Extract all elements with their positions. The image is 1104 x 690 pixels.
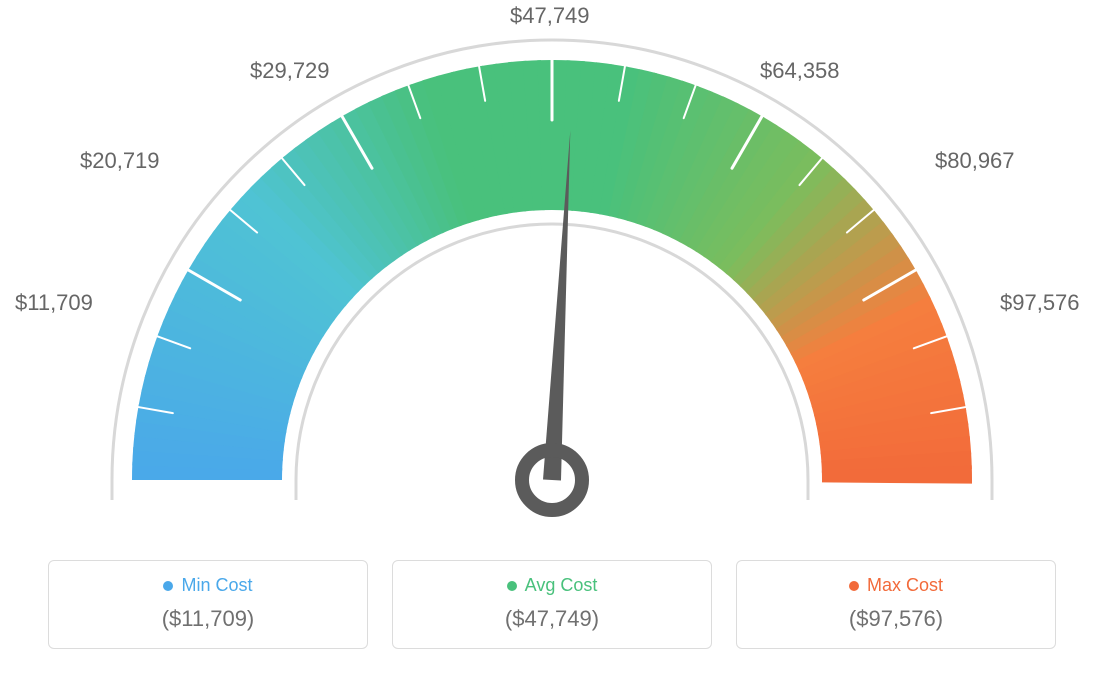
gauge-tick-label: $97,576 bbox=[1000, 290, 1080, 316]
card-title-row: Avg Cost bbox=[403, 575, 701, 596]
gauge-tick-label: $47,749 bbox=[510, 3, 590, 29]
gauge-svg bbox=[0, 0, 1104, 540]
summary-card: Min Cost ($11,709) bbox=[48, 560, 368, 649]
legend-dot-icon bbox=[163, 581, 173, 591]
gauge-tick-label: $20,719 bbox=[80, 148, 160, 174]
summary-row: Min Cost ($11,709) Avg Cost ($47,749) Max Co… bbox=[0, 560, 1104, 649]
gauge-chart: $11,709 $20,719 $29,729 $47,749 $64,358 $80,9… bbox=[0, 0, 1104, 540]
card-title: Min Cost bbox=[181, 575, 252, 596]
gauge-tick-label: $11,709 bbox=[15, 290, 93, 316]
summary-card: Max Cost ($97,576) bbox=[736, 560, 1056, 649]
legend-dot-icon bbox=[507, 581, 517, 591]
card-value: ($47,749) bbox=[403, 606, 701, 632]
gauge-tick-label: $29,729 bbox=[250, 58, 330, 84]
card-value: ($97,576) bbox=[747, 606, 1045, 632]
card-title-row: Min Cost bbox=[59, 575, 357, 596]
summary-card: Avg Cost ($47,749) bbox=[392, 560, 712, 649]
card-title: Max Cost bbox=[867, 575, 943, 596]
gauge-tick-label: $80,967 bbox=[935, 148, 1015, 174]
gauge-tick-label: $64,358 bbox=[760, 58, 840, 84]
card-title-row: Max Cost bbox=[747, 575, 1045, 596]
card-title: Avg Cost bbox=[525, 575, 598, 596]
card-value: ($11,709) bbox=[59, 606, 357, 632]
legend-dot-icon bbox=[849, 581, 859, 591]
